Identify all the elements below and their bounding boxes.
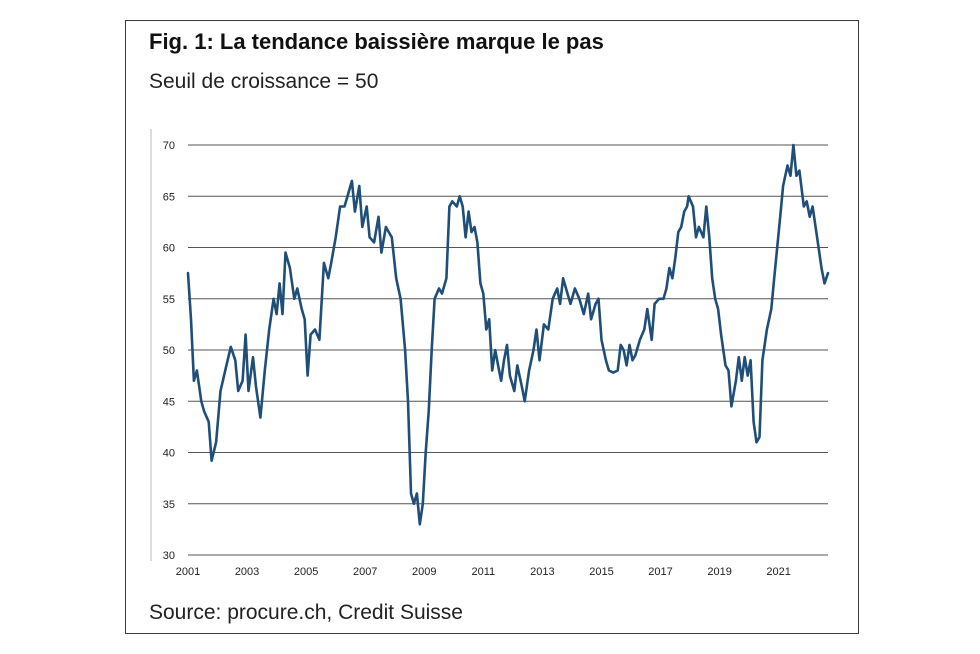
x-tick-label: 2017 — [648, 566, 672, 578]
y-tick-label: 35 — [163, 499, 175, 511]
y-tick-label: 40 — [163, 448, 175, 460]
chart-title: Fig. 1: La tendance baissière marque le … — [149, 29, 604, 54]
x-tick-label: 2005 — [294, 566, 318, 578]
x-tick-label: 2019 — [707, 566, 731, 578]
line-chart: 30 35 40 45 50 55 60 65 70 2001 2003 2005 2007 2009 20… — [150, 129, 830, 578]
y-tick-label: 60 — [163, 243, 175, 255]
x-tick-label: 2003 — [235, 566, 259, 578]
x-tick-label: 2021 — [766, 566, 790, 578]
y-tick-label: 55 — [163, 294, 175, 306]
y-tick-label: 45 — [163, 396, 175, 408]
series-line — [186, 143, 830, 526]
chart-subtitle: Seuil de croissance = 50 — [149, 70, 379, 93]
chart-source: Source: procure.ch, Credit Suisse — [149, 601, 463, 624]
x-tick-label: 2013 — [530, 566, 554, 578]
x-tick-label: 2007 — [353, 566, 377, 578]
y-tick-label: 30 — [163, 550, 175, 562]
x-tick-label: 2001 — [176, 566, 200, 578]
x-tick-label: 2011 — [472, 566, 496, 578]
y-tick-label: 50 — [163, 345, 175, 357]
x-tick-label: 2015 — [589, 566, 613, 578]
y-tick-label: 70 — [163, 140, 175, 152]
x-tick-label: 2009 — [412, 566, 436, 578]
figure-frame: Fig. 1: La tendance baissière marque le … — [125, 20, 859, 634]
y-tick-label: 65 — [163, 191, 175, 203]
